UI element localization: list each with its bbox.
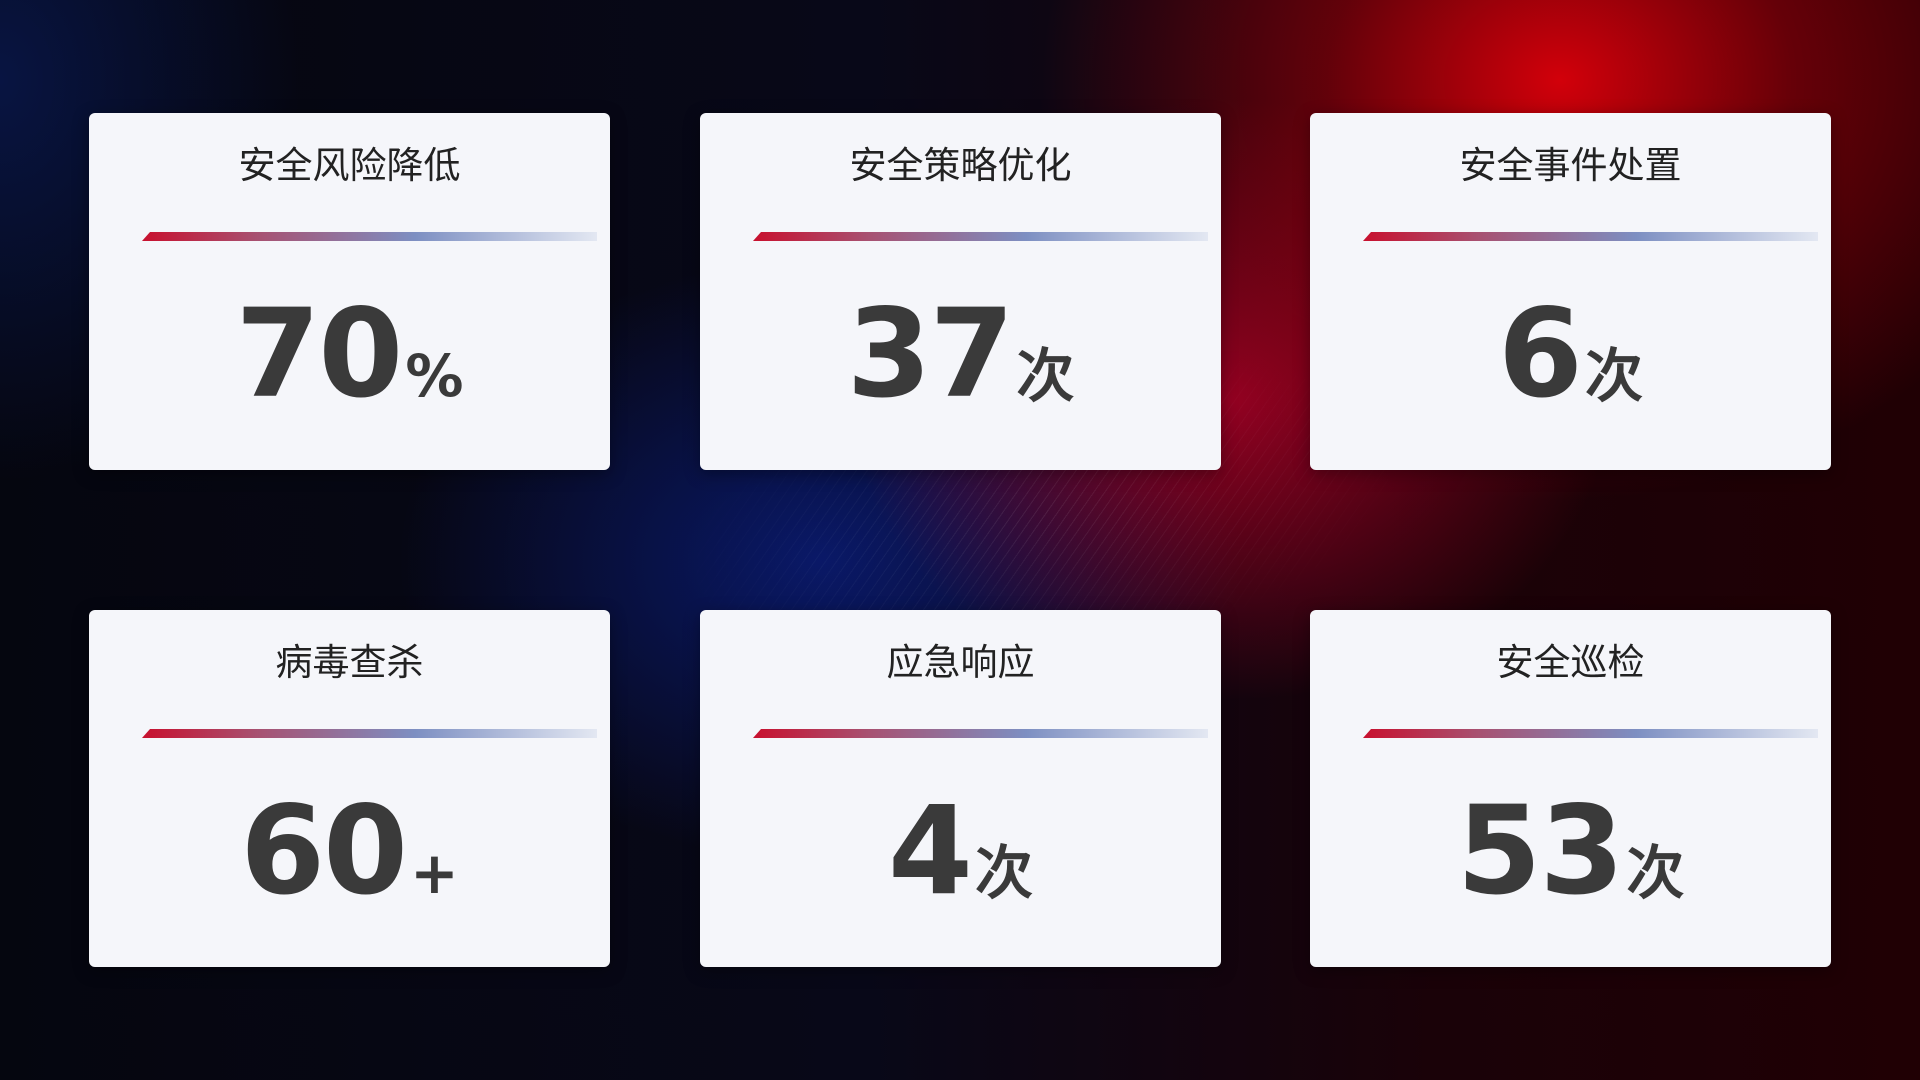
card-title: 病毒查杀: [275, 641, 424, 684]
value-unit: +: [410, 839, 459, 907]
value-number: 6: [1498, 283, 1583, 425]
card-value: 4次: [700, 780, 1221, 922]
card-title: 应急响应: [886, 641, 1035, 684]
value-unit: 次: [1626, 839, 1685, 907]
card-divider: [142, 232, 597, 241]
card-divider: [753, 232, 1208, 241]
card-title: 安全策略优化: [849, 144, 1072, 187]
card-title: 安全事件处置: [1459, 144, 1682, 187]
card-value: 6次: [1310, 283, 1831, 425]
card-divider: [1363, 232, 1818, 241]
value-unit: 次: [974, 839, 1033, 907]
value-number: 53: [1456, 780, 1625, 922]
card-value: 60+: [89, 780, 610, 922]
value-unit: 次: [1584, 342, 1643, 410]
card-value: 70%: [89, 283, 610, 425]
kpi-card: 安全巡检 53次: [1310, 610, 1831, 967]
value-number: 70: [235, 283, 404, 425]
value-number: 37: [846, 283, 1015, 425]
kpi-card: 安全风险降低 70%: [89, 113, 610, 470]
kpi-card: 应急响应 4次: [700, 610, 1221, 967]
card-title: 安全风险降低: [238, 144, 461, 187]
kpi-card: 安全事件处置 6次: [1310, 113, 1831, 470]
value-unit: 次: [1016, 342, 1075, 410]
card-divider: [142, 729, 597, 738]
card-value: 37次: [700, 283, 1221, 425]
value-number: 4: [888, 780, 973, 922]
kpi-card: 安全策略优化 37次: [700, 113, 1221, 470]
card-divider: [1363, 729, 1818, 738]
card-divider: [753, 729, 1208, 738]
card-value: 53次: [1310, 780, 1831, 922]
value-number: 60: [240, 780, 408, 922]
value-unit: %: [405, 342, 464, 410]
kpi-card: 病毒查杀 60+: [89, 610, 610, 967]
card-title: 安全巡检: [1496, 641, 1645, 684]
